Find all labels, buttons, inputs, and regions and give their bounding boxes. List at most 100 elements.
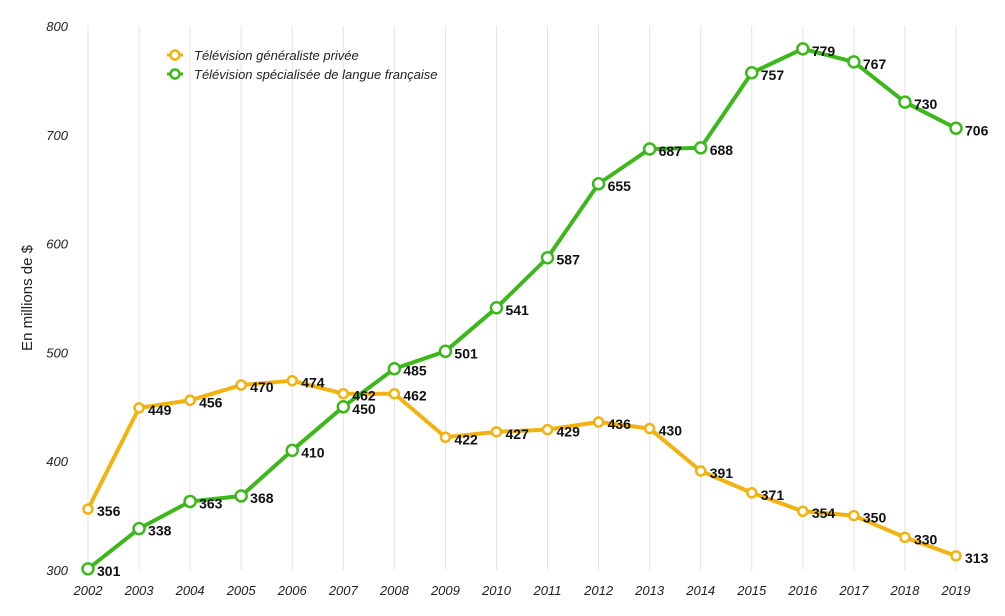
- data-point: [693, 141, 708, 155]
- data-point: [847, 55, 861, 69]
- x-tick-label: 2011: [533, 583, 562, 598]
- x-tick-label: 2019: [941, 583, 971, 598]
- legend-label: Télévision généraliste privée: [194, 48, 359, 63]
- data-point: [387, 361, 402, 376]
- data-label: 363: [199, 495, 223, 511]
- data-label: 462: [352, 388, 376, 404]
- data-label: 350: [863, 510, 887, 526]
- y-axis: 300 400 500 600 700 800: [46, 19, 68, 578]
- data-point: [591, 177, 606, 191]
- data-label: 706: [965, 122, 989, 138]
- x-axis: 2002 2003 2004 2005 2006 2007 2008 2009 2010 2011…: [73, 583, 971, 598]
- data-label: 587: [557, 252, 581, 268]
- legend-marker: [169, 68, 181, 80]
- x-tick-label: 2017: [838, 583, 869, 598]
- x-tick-label: 2005: [226, 583, 257, 598]
- data-point: [388, 387, 401, 400]
- data-point: [489, 301, 504, 315]
- legend-label: Télévision spécialisée de langue françai…: [194, 67, 438, 82]
- data-label: 330: [914, 531, 938, 547]
- data-label: 313: [965, 550, 989, 566]
- data-point: [81, 562, 95, 576]
- y-tick-label: 500: [46, 345, 68, 360]
- x-tick-label: 2003: [124, 583, 155, 598]
- data-point: [184, 394, 196, 407]
- data-point: [133, 402, 145, 414]
- x-tick-label: 2007: [328, 583, 359, 598]
- data-label: 462: [403, 388, 427, 404]
- data-label: 730: [914, 96, 938, 112]
- data-label: 430: [659, 423, 683, 439]
- data-label: 757: [761, 67, 785, 83]
- data-label: 655: [608, 178, 632, 194]
- y-tick-label: 300: [46, 563, 68, 578]
- series-line-1: [86, 378, 958, 558]
- data-point: [642, 142, 657, 156]
- series-line-2: [86, 46, 958, 571]
- data-point: [796, 42, 810, 56]
- data-point: [950, 550, 962, 562]
- x-tick-label: 2006: [277, 583, 308, 598]
- y-tick-label: 800: [46, 19, 68, 34]
- x-tick-label: 2018: [889, 583, 920, 598]
- data-label: 422: [454, 431, 478, 447]
- data-label: 687: [659, 143, 683, 159]
- data-label: 541: [505, 302, 529, 318]
- data-label: 429: [557, 424, 581, 440]
- data-point: [82, 503, 94, 515]
- data-point: [439, 431, 452, 444]
- x-tick-label: 2014: [685, 583, 715, 598]
- data-label: 301: [97, 563, 121, 579]
- data-point: [541, 423, 554, 436]
- data-point: [540, 250, 555, 265]
- data-point: [234, 489, 248, 503]
- x-tick-label: 2015: [736, 583, 767, 598]
- data-point: [746, 487, 758, 499]
- data-label: 485: [403, 363, 427, 379]
- data-label: 767: [863, 56, 887, 72]
- data-point: [694, 465, 707, 477]
- x-tick-label: 2012: [583, 583, 614, 598]
- data-point: [745, 66, 759, 80]
- data-point: [336, 400, 351, 414]
- data-point: [235, 379, 247, 391]
- x-tick-label: 2008: [379, 583, 410, 598]
- data-point: [183, 494, 197, 509]
- data-label: 779: [812, 43, 836, 59]
- x-tick-label: 2009: [430, 583, 460, 598]
- data-point: [286, 374, 298, 387]
- data-point: [337, 387, 350, 400]
- data-label: 456: [199, 394, 223, 410]
- data-point: [898, 95, 912, 109]
- x-tick-label: 2004: [175, 583, 205, 598]
- data-point: [797, 505, 809, 517]
- y-axis-title: En millions de $: [19, 244, 36, 351]
- x-tick-label: 2013: [634, 583, 665, 598]
- legend: Télévision généraliste privée Télévision …: [167, 48, 438, 82]
- data-label: 436: [608, 416, 632, 432]
- data-point: [132, 521, 146, 536]
- data-point: [490, 426, 503, 438]
- data-label: 371: [761, 487, 785, 503]
- data-label: 688: [710, 142, 734, 158]
- data-label: 470: [250, 379, 274, 395]
- data-label: 356: [97, 503, 121, 519]
- data-label: 449: [148, 402, 172, 418]
- x-tick-label: 2002: [73, 583, 104, 598]
- y-tick-label: 400: [46, 454, 68, 469]
- data-labels: 356 449 456 470 474 462 462 422 427 429 436 430 391 3…: [97, 43, 989, 579]
- y-tick-label: 600: [46, 237, 68, 252]
- data-label: 354: [812, 505, 836, 521]
- data-point: [899, 531, 911, 544]
- data-label: 368: [250, 490, 274, 506]
- data-label: 427: [505, 426, 529, 442]
- data-point: [285, 443, 299, 458]
- data-label: 338: [148, 523, 172, 539]
- data-point: [949, 121, 963, 136]
- data-point: [643, 422, 656, 435]
- data-label: 391: [710, 465, 734, 481]
- x-tick-label: 2010: [481, 583, 512, 598]
- y-tick-label: 700: [46, 128, 68, 143]
- data-label: 474: [301, 375, 325, 391]
- legend-marker: [169, 49, 181, 61]
